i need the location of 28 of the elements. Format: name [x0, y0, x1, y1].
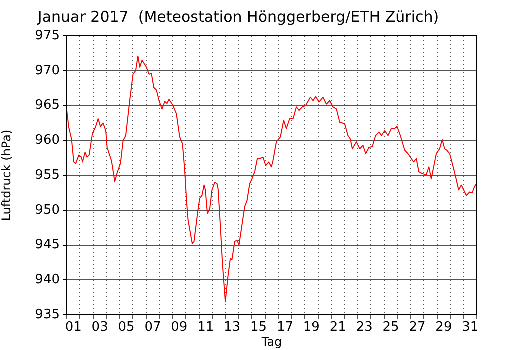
x-tick-label: 21 [330, 320, 346, 336]
x-tick-label: 25 [382, 320, 400, 336]
x-tick-label: 11 [198, 320, 214, 336]
x-tick-label: 01 [65, 320, 82, 336]
y-tick-label: 950 [35, 202, 60, 218]
y-tick-label: 960 [35, 133, 60, 148]
y-tick-label: 935 [35, 307, 60, 322]
x-tick-label: 13 [224, 320, 241, 336]
y-tick-label: 970 [35, 63, 60, 78]
x-tick-label: 31 [462, 320, 479, 336]
x-tick-label: 23 [356, 320, 373, 336]
x-tick-label: 03 [92, 320, 108, 336]
y-tick-label: 965 [35, 98, 60, 114]
x-tick-label: 07 [144, 320, 162, 336]
y-tick-label: 945 [35, 238, 60, 253]
x-tick-label: 17 [276, 320, 294, 336]
y-axis-title: Luftdruck (hPa) [0, 130, 14, 222]
chart-title: Januar 2017 (Meteostation Hönggerberg/ETH Zürich) [36, 8, 440, 26]
x-tick-label: 15 [250, 320, 268, 336]
y-tick-label: 940 [35, 272, 60, 288]
y-tick-label: 975 [35, 28, 60, 44]
x-tick-label: 05 [118, 320, 135, 336]
y-tick-label: 955 [35, 168, 60, 183]
x-tick-label: 09 [171, 320, 188, 336]
x-tick-label: 19 [303, 320, 320, 336]
x-tick-label: 29 [436, 320, 452, 336]
x-axis-title: Tag [260, 334, 282, 349]
x-tick-label: 27 [409, 320, 426, 336]
